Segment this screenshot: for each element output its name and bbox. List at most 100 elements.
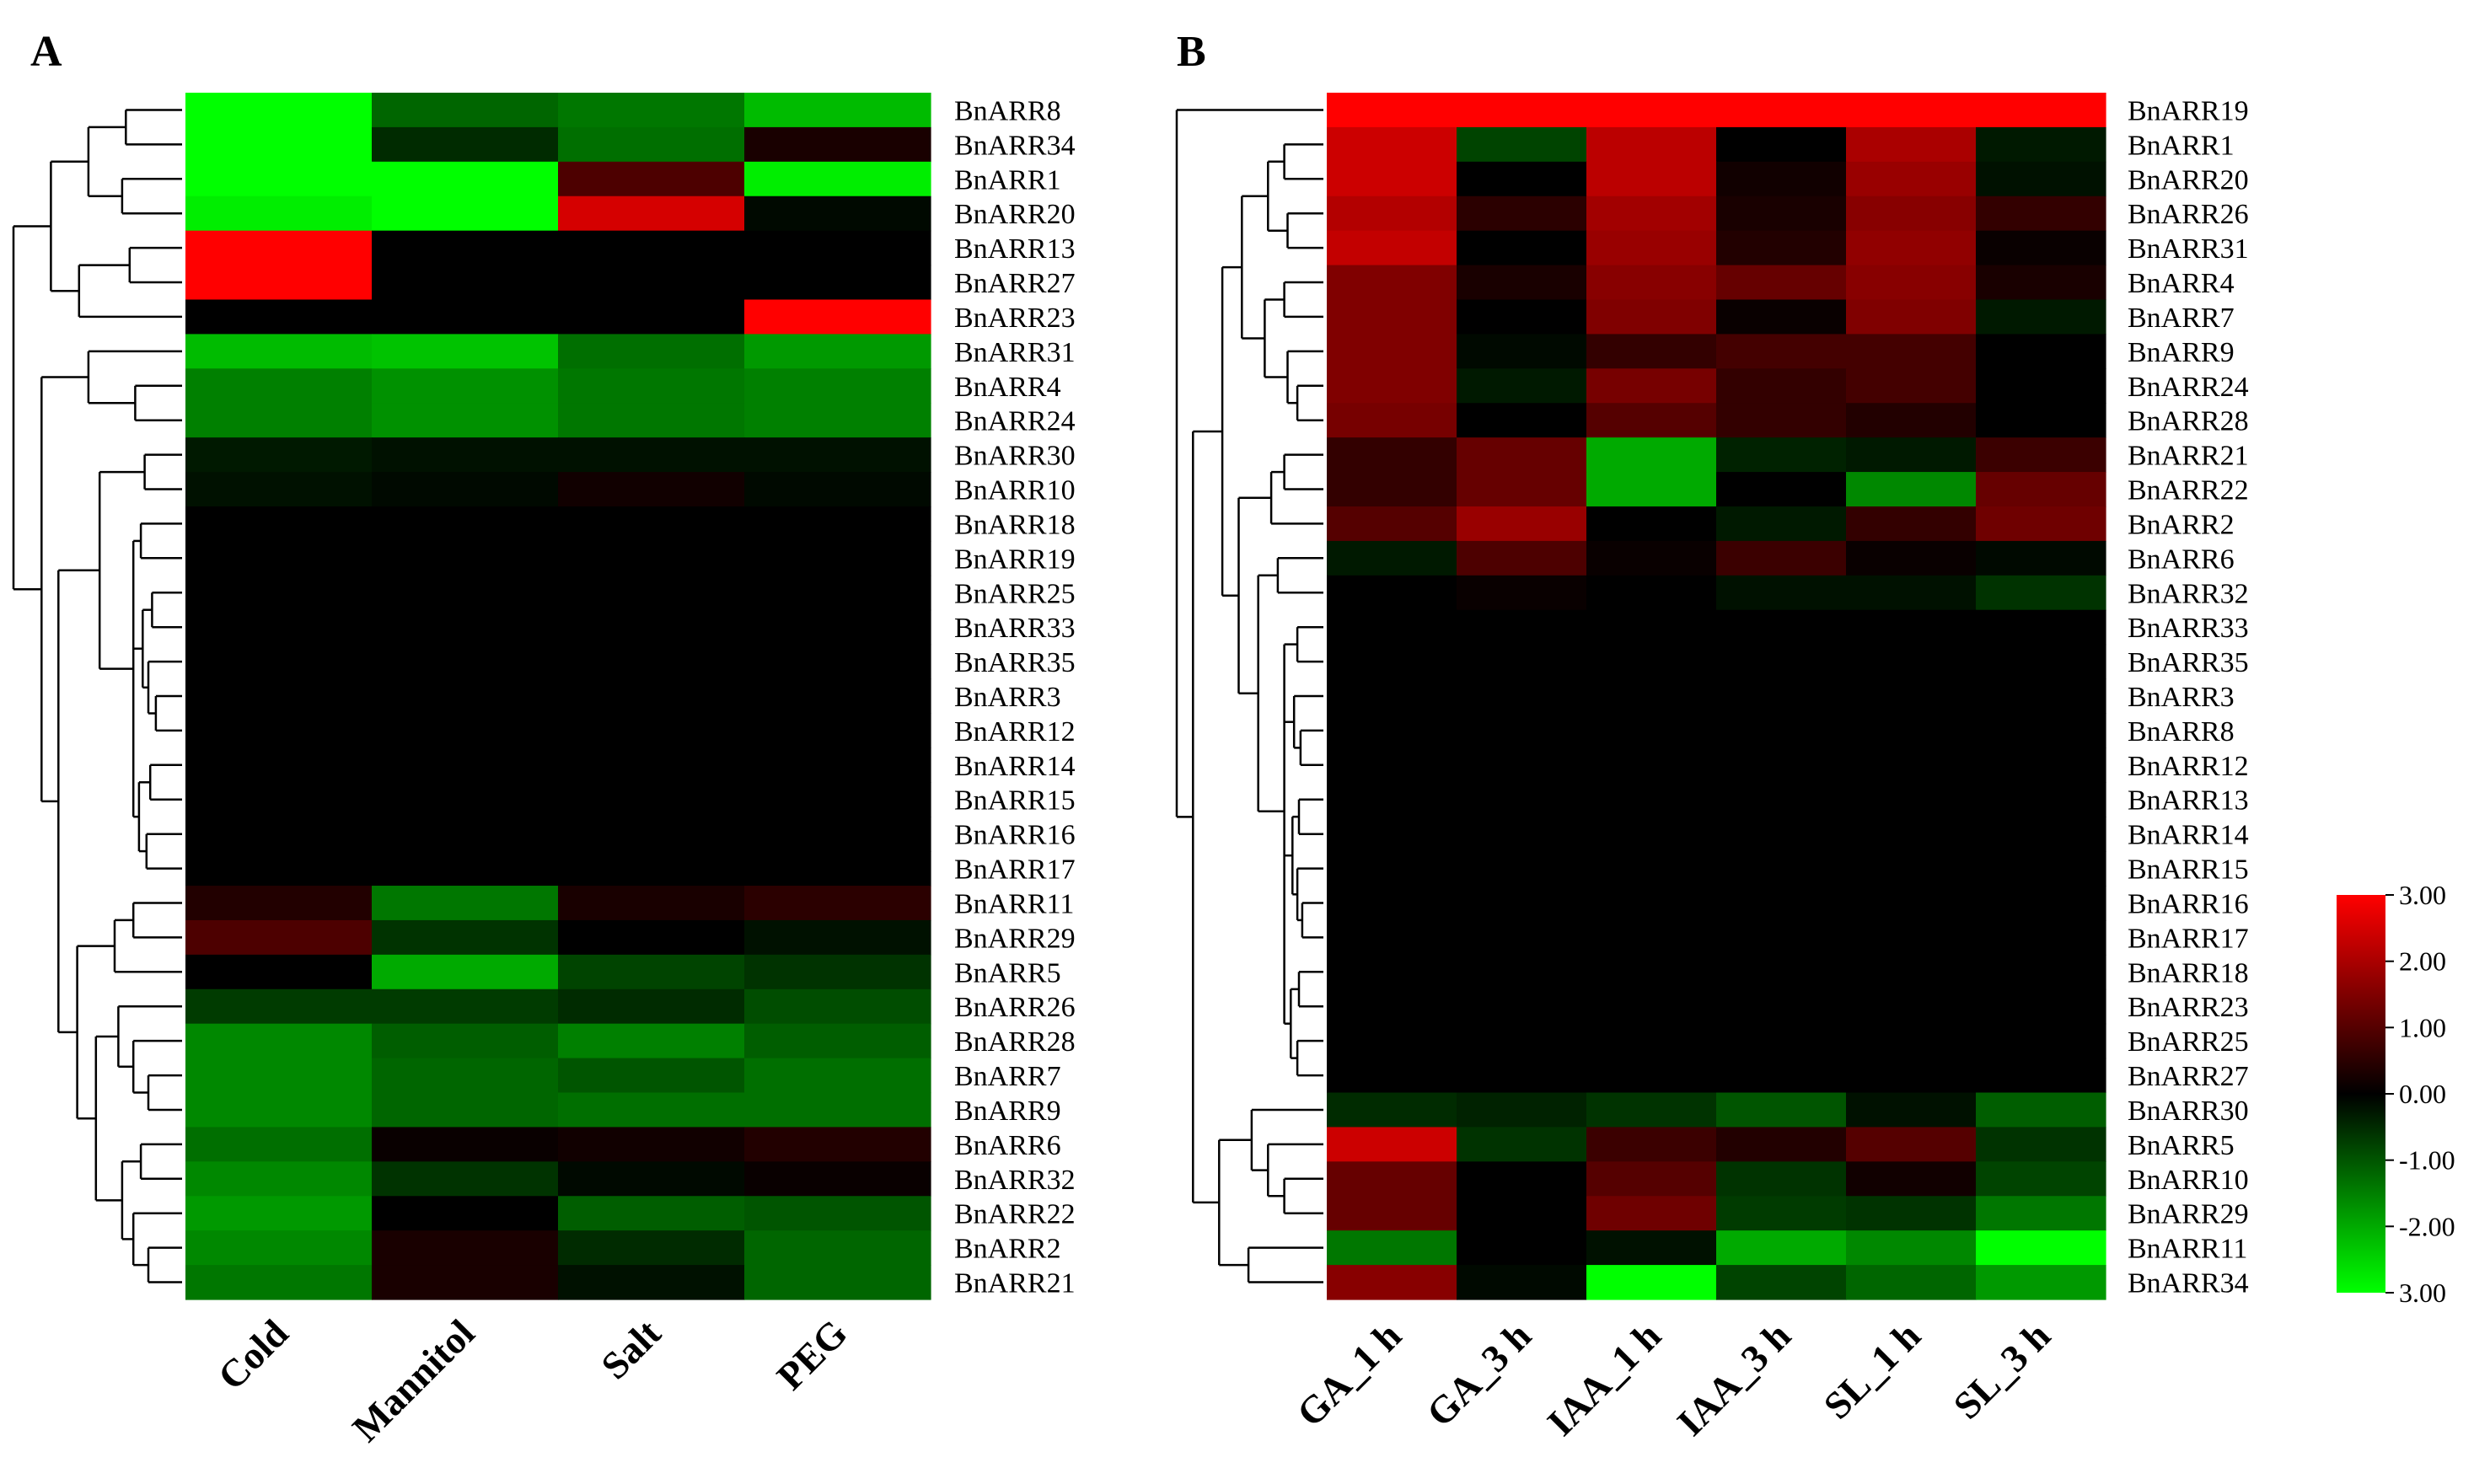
row-label: BnARR21	[2128, 441, 2249, 472]
heatmap-cell	[1457, 437, 1587, 473]
heatmap-cell	[1846, 506, 1977, 542]
heatmap-cell	[744, 1265, 931, 1300]
heatmap-cell	[1457, 1023, 1587, 1059]
heatmap-cell	[744, 196, 931, 232]
panel-a-heatmap-cells	[185, 93, 931, 1300]
heatmap-cell	[1846, 954, 1977, 990]
heatmap-cell	[1976, 230, 2106, 266]
heatmap-cell	[1457, 609, 1587, 646]
column-label: GA_1 h	[1288, 1314, 1409, 1435]
heatmap-cell	[1846, 1265, 1977, 1300]
row-label: BnARR32	[954, 1165, 1076, 1196]
heatmap-cell	[1976, 644, 2106, 680]
row-label: BnARR14	[954, 751, 1076, 782]
heatmap-cell	[1586, 851, 1717, 887]
heatmap-cell	[1976, 988, 2106, 1025]
row-label: BnARR29	[2128, 1199, 2249, 1230]
heatmap-cell	[185, 230, 373, 266]
heatmap-cell	[1846, 540, 1977, 576]
heatmap-cell	[372, 368, 559, 404]
row-label: BnARR11	[2128, 1234, 2247, 1265]
heatmap-cell	[1327, 609, 1457, 646]
panel-a-row-labels: BnARR8 BnARR34BnARR1BnARR20BnARR13BnARR27…	[954, 95, 1076, 1299]
heatmap-cell	[1716, 851, 1847, 887]
heatmap-cell	[1586, 919, 1717, 956]
heatmap-cell	[185, 919, 373, 956]
heatmap-cell	[372, 1161, 559, 1197]
row-label: BnARR1	[2128, 130, 2235, 161]
heatmap-cell	[744, 817, 931, 852]
heatmap-cell	[1976, 161, 2106, 197]
row-label: BnARR3	[2128, 682, 2235, 713]
heatmap-cell	[372, 782, 559, 817]
heatmap-cell	[185, 506, 373, 542]
heatmap-cell	[558, 575, 745, 611]
heatmap-cell	[1327, 1265, 1457, 1300]
row-label: BnARR17	[2128, 923, 2249, 954]
heatmap-cell	[372, 334, 559, 369]
row-label: BnARR14	[2128, 820, 2249, 851]
heatmap-cell	[1327, 161, 1457, 197]
heatmap-cell	[1846, 161, 1977, 197]
heatmap-cell	[1327, 126, 1457, 163]
heatmap-cell	[1716, 644, 1847, 680]
row-label: BnARR31	[954, 337, 1076, 368]
heatmap-cell	[1976, 299, 2106, 335]
row-label: BnARR35	[954, 647, 1076, 678]
heatmap-cell	[1846, 988, 1977, 1025]
heatmap-cell	[1976, 126, 2106, 163]
heatmap-cell	[1586, 334, 1717, 369]
heatmap-cell	[185, 575, 373, 611]
heatmap-cell	[558, 1196, 745, 1231]
heatmap-cell	[744, 437, 931, 473]
heatmap-cell	[1846, 713, 1977, 748]
heatmap-cell	[1716, 747, 1847, 783]
heatmap-cell	[1327, 1230, 1457, 1266]
heatmap-cell	[744, 403, 931, 438]
row-label: BnARR4	[2128, 268, 2235, 299]
heatmap-cell	[1586, 575, 1717, 611]
heatmap-cell	[1716, 126, 1847, 163]
heatmap-cell	[1716, 1265, 1847, 1300]
heatmap-cell	[1327, 954, 1457, 990]
heatmap-cell	[744, 472, 931, 507]
heatmap-cell	[1846, 919, 1977, 956]
heatmap-cell	[1716, 265, 1847, 301]
heatmap-cell	[744, 886, 931, 921]
heatmap-cell	[1457, 93, 1587, 128]
row-label: BnARR2	[954, 1234, 1061, 1265]
heatmap-cell	[1846, 299, 1977, 335]
heatmap-cell	[1846, 196, 1977, 232]
heatmap-cell	[1976, 540, 2106, 576]
panel-b-label: B	[1177, 28, 1206, 76]
heatmap-cell	[1327, 265, 1457, 301]
heatmap-cell	[1457, 334, 1587, 369]
heatmap-cell	[558, 299, 745, 335]
heatmap-cell	[1846, 575, 1977, 611]
heatmap-cell	[1716, 403, 1847, 438]
heatmap-cell	[372, 196, 559, 232]
heatmap-cell	[1716, 988, 1847, 1025]
heatmap-cell	[185, 747, 373, 783]
heatmap-cell	[1586, 1161, 1717, 1197]
row-label: BnARR10	[2128, 1165, 2249, 1196]
row-label: BnARR1	[954, 164, 1061, 196]
heatmap-cell	[1457, 161, 1587, 197]
heatmap-cell	[1586, 644, 1717, 680]
heatmap-cell	[1457, 1265, 1587, 1300]
heatmap-cell	[185, 472, 373, 507]
heatmap-cell	[744, 1161, 931, 1197]
row-label: BnARR6	[2128, 544, 2235, 575]
panel-a-row-dendrogram	[12, 109, 182, 1283]
heatmap-cell	[1457, 1196, 1587, 1231]
heatmap-cell	[1846, 644, 1977, 680]
heatmap-cell	[1976, 713, 2106, 748]
heatmap-cell	[1586, 713, 1717, 748]
colorbar-tick-label: -2.00	[2399, 1211, 2455, 1241]
heatmap-cell	[744, 747, 931, 783]
heatmap-cell	[1327, 334, 1457, 369]
heatmap-cell	[1846, 437, 1977, 473]
heatmap-cell	[1846, 265, 1977, 301]
heatmap-cell	[1457, 230, 1587, 266]
row-label: BnARR16	[954, 820, 1076, 851]
